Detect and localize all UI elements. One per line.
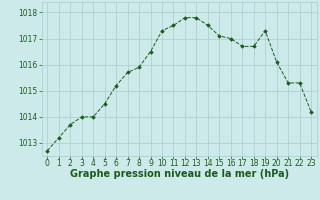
X-axis label: Graphe pression niveau de la mer (hPa): Graphe pression niveau de la mer (hPa) [70,169,289,179]
